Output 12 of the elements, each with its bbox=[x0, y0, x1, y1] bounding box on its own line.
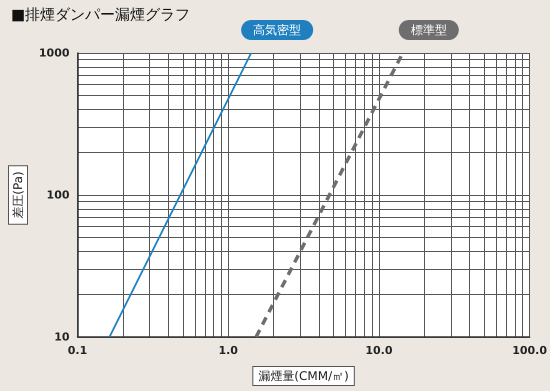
y-tick-label: 10 bbox=[54, 330, 70, 344]
series-label: 高気密型 bbox=[253, 23, 302, 37]
y-axis-title: 差圧(Pa) bbox=[11, 171, 25, 219]
x-tick-label: 0.1 bbox=[68, 344, 88, 357]
x-tick-label: 1.0 bbox=[218, 344, 238, 357]
chart-title: ■排煙ダンパー漏煙グラフ bbox=[11, 6, 190, 24]
y-tick-label: 1000 bbox=[38, 46, 70, 60]
series-label: 標準型 bbox=[410, 23, 447, 37]
x-tick-label: 100.0 bbox=[512, 344, 548, 357]
y-tick-label: 100 bbox=[46, 188, 70, 202]
x-axis-title: 漏煙量(CMM/㎡) bbox=[258, 369, 349, 383]
x-tick-label: 10.0 bbox=[365, 344, 393, 357]
